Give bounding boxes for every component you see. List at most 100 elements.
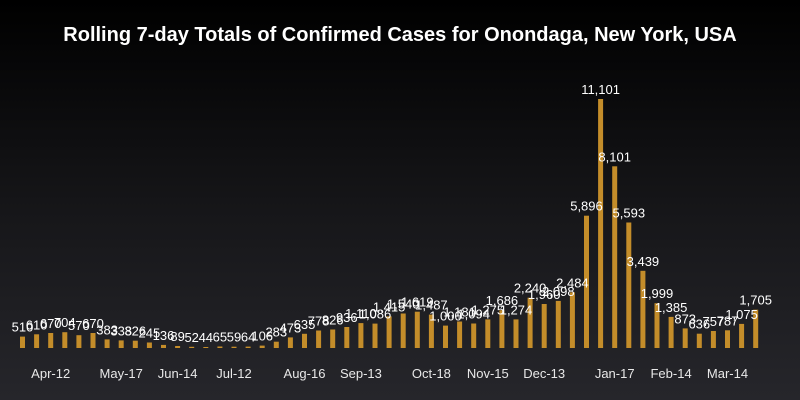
bar <box>372 323 378 348</box>
bar <box>555 300 561 348</box>
data-label: 245 <box>139 326 161 341</box>
data-label: 1,110 <box>345 306 377 321</box>
data-label: 1,415 <box>373 299 406 314</box>
data-label: 1,540 <box>387 297 420 312</box>
bar <box>62 332 68 348</box>
bar <box>725 330 730 348</box>
x-tick-label: Jul-12 <box>216 366 251 381</box>
bar <box>499 310 505 348</box>
x-tick-label: Jun-14 <box>158 366 198 381</box>
data-label: 5,593 <box>613 206 646 221</box>
bar <box>739 323 745 348</box>
data-label: 65 <box>213 330 227 345</box>
bar <box>443 325 448 348</box>
bar <box>245 346 251 348</box>
data-label: 826 <box>322 313 344 328</box>
bar <box>471 323 477 348</box>
bar <box>20 336 25 348</box>
bar <box>753 309 759 348</box>
bar <box>175 346 181 348</box>
data-label: 3,439 <box>627 254 660 269</box>
x-tick-label: May-17 <box>100 366 143 381</box>
bar <box>90 333 96 348</box>
bar <box>414 311 420 348</box>
data-label: 11,101 <box>581 82 620 97</box>
data-label: 338 <box>110 323 132 338</box>
bar <box>146 342 152 348</box>
bar <box>76 335 82 348</box>
bar <box>302 333 307 348</box>
data-label: 1,000 <box>429 309 462 324</box>
data-label: 1,705 <box>739 293 772 308</box>
data-label: 1,619 <box>401 295 434 310</box>
bar <box>654 303 660 348</box>
bar <box>48 333 54 348</box>
bar <box>287 337 293 348</box>
data-label: 1,385 <box>655 300 688 315</box>
data-label: 1,999 <box>641 286 674 301</box>
data-label: 1,181 <box>443 305 476 320</box>
bar <box>668 316 674 348</box>
data-label: 283 <box>265 325 287 340</box>
data-label: 704 <box>54 315 76 330</box>
bar <box>118 340 124 348</box>
bar <box>316 330 322 348</box>
data-label: 2,098 <box>542 284 575 299</box>
data-label: 1,094 <box>457 307 490 322</box>
data-label: 2,240 <box>514 281 547 296</box>
bar <box>330 329 336 348</box>
bar <box>428 314 434 348</box>
data-label: 1,686 <box>486 293 519 308</box>
bar <box>485 319 491 348</box>
data-label: 1,274 <box>500 302 533 317</box>
data-label: 570 <box>68 318 90 333</box>
bar <box>189 346 195 348</box>
data-label: 44 <box>199 330 213 345</box>
bar <box>400 313 406 348</box>
data-label: 2,484 <box>556 275 589 290</box>
bar <box>584 215 589 348</box>
data-label: 1,075 <box>725 307 758 322</box>
data-label: 106 <box>251 329 273 344</box>
bar <box>358 323 364 348</box>
x-tick-label: Oct-18 <box>412 366 451 381</box>
data-label: 64 <box>241 330 255 345</box>
bar <box>513 319 519 348</box>
data-label: 1,960 <box>528 287 561 302</box>
data-label: 778 <box>308 314 330 329</box>
data-label: 670 <box>40 316 62 331</box>
bar <box>640 270 646 348</box>
data-label: 635 <box>294 317 316 332</box>
bar <box>569 292 575 348</box>
data-label: 510 <box>12 320 34 335</box>
x-tick-label: Jan-17 <box>595 366 635 381</box>
data-label: 89 <box>170 329 184 344</box>
bar <box>682 328 688 348</box>
bar <box>696 333 702 348</box>
bar <box>231 346 237 348</box>
data-label: 8,101 <box>598 149 631 164</box>
x-tick-label: Dec-13 <box>523 366 565 381</box>
bar <box>273 341 279 348</box>
bar <box>259 345 265 348</box>
data-label: 473 <box>280 320 302 335</box>
bar <box>386 316 392 348</box>
bar <box>527 297 533 348</box>
x-tick-label: Nov-15 <box>467 366 509 381</box>
x-tick-label: Apr-12 <box>31 366 70 381</box>
x-tick-label: Mar-14 <box>707 366 748 381</box>
data-label: 326 <box>124 324 146 339</box>
x-axis-tick-layer: Apr-12 May-17 Jun-14 Jul-12 Aug-16 Sep-13 Oct-… <box>31 366 748 381</box>
data-label: 136 <box>153 328 175 343</box>
bar <box>457 321 463 348</box>
data-label: 1,275 <box>472 302 505 317</box>
x-tick-label: Sep-13 <box>340 366 382 381</box>
data-label: 52 <box>184 330 198 345</box>
data-label: 383 <box>96 322 118 337</box>
chart-title: Rolling 7-day Totals of Confirmed Cases … <box>63 24 736 46</box>
bar <box>344 327 350 348</box>
bar <box>598 99 604 348</box>
bar <box>217 346 223 348</box>
bar <box>161 344 166 348</box>
